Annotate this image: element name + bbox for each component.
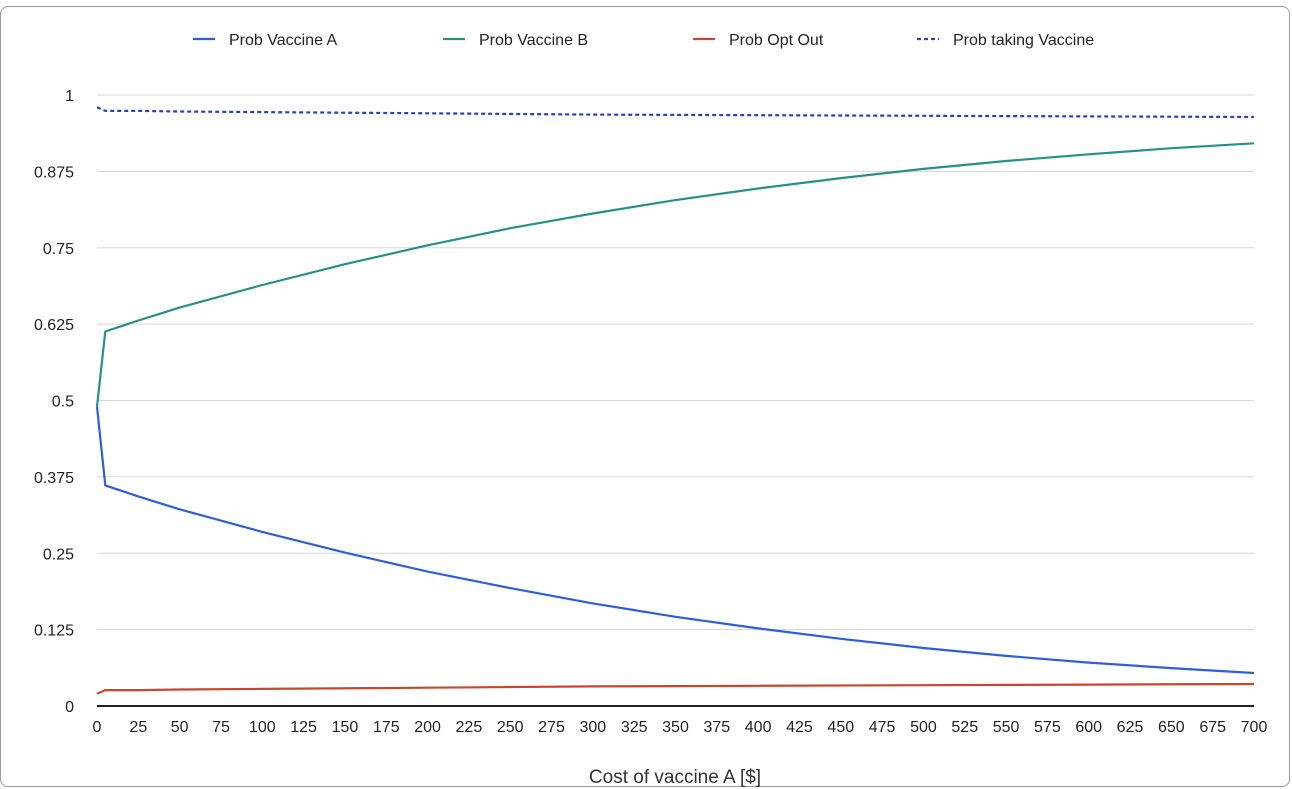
x-axis-title: Cost of vaccine A [$]: [589, 767, 761, 788]
x-tick-label: 700: [1241, 719, 1268, 736]
x-tick-label: 25: [129, 719, 147, 736]
x-tick-label: 250: [497, 719, 524, 736]
x-tick-label: 475: [869, 719, 896, 736]
y-axis-ticks: 0 0.125 0.25 0.375 0.5 0.625 0.75 0.875 1: [34, 88, 74, 716]
series-line-3: [96, 682, 1255, 695]
x-axis-ticks: 0 25 50 75 100 125 150 175 200 225 250 275 300 325 350…: [93, 719, 1268, 736]
y-tick-label: 0.625: [34, 317, 74, 334]
legend-label: Prob Vaccine B: [479, 32, 588, 49]
x-tick-label: 625: [1117, 719, 1144, 736]
legend-label: Prob Vaccine A: [229, 32, 338, 49]
x-tick-label: 650: [1158, 719, 1185, 736]
series-line-2: [95, 142, 1255, 407]
y-tick-label: 0.375: [34, 470, 74, 487]
x-tick-label: 400: [745, 719, 772, 736]
x-tick-label: 0: [93, 719, 102, 736]
x-tick-label: 225: [456, 719, 483, 736]
x-tick-label: 125: [290, 719, 317, 736]
x-tick-label: 275: [538, 719, 565, 736]
x-tick-label: 175: [373, 719, 400, 736]
x-tick-label: 325: [621, 719, 648, 736]
y-tick-label: 0.5: [52, 394, 74, 411]
y-tick-label: 0: [65, 699, 74, 716]
y-tick-label: 0.75: [43, 241, 74, 258]
y-tick-label: 0.25: [43, 546, 74, 563]
x-tick-label: 75: [212, 719, 230, 736]
x-tick-label: 150: [332, 719, 359, 736]
y-tick-label: 0.125: [34, 623, 74, 640]
gridlines: [97, 94, 1254, 631]
x-tick-label: 200: [414, 719, 441, 736]
x-tick-label: 450: [827, 719, 854, 736]
legend-label: Prob Opt Out: [729, 32, 824, 49]
x-tick-label: 375: [703, 719, 730, 736]
y-tick-label: 1: [65, 88, 74, 105]
x-tick-label: 600: [1075, 719, 1102, 736]
x-tick-label: 300: [580, 719, 607, 736]
x-tick-label: 525: [951, 719, 978, 736]
chart-frame: [0, 6, 1290, 787]
x-tick-label: 425: [786, 719, 813, 736]
x-tick-label: 675: [1199, 719, 1226, 736]
legend: Prob Vaccine A Prob Vaccine B Prob Opt Out…: [193, 32, 1094, 49]
legend-label: Prob taking Vaccine: [953, 32, 1094, 49]
x-tick-label: 550: [993, 719, 1020, 736]
series-lines: [95, 106, 1255, 695]
x-tick-label: 100: [249, 719, 276, 736]
x-tick-label: 350: [662, 719, 689, 736]
series-line-4: [96, 106, 1255, 119]
x-tick-label: 50: [171, 719, 189, 736]
series-line-1: [95, 406, 1255, 675]
x-tick-label: 575: [1034, 719, 1061, 736]
x-tick-label: 500: [910, 719, 937, 736]
y-tick-label: 0.875: [34, 164, 74, 181]
